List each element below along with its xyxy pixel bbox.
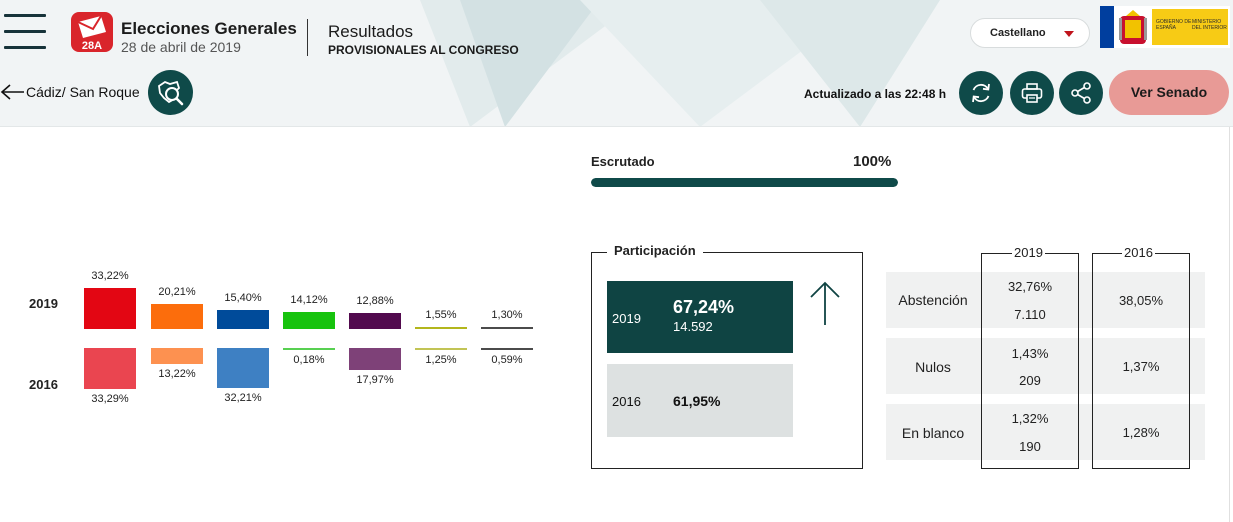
nulos-2019-votes: 209 (1019, 373, 1041, 388)
elecciones-logo: 28A (71, 12, 113, 52)
share-icon (1071, 82, 1091, 104)
participacion-box (591, 252, 863, 469)
bar-2019-1 (84, 288, 136, 329)
bar-2016-1 (84, 348, 136, 389)
results-title: Resultados (328, 22, 414, 41)
stat-row-en-blanco: En blanco (886, 404, 1205, 460)
logo-badge: 28A (82, 40, 102, 52)
stats-header-2019: 2019 (1012, 245, 1045, 260)
gov-text-1: GOBIERNO DE ESPAÑA (1156, 19, 1192, 31)
brand-date: 28 de abril de 2019 (121, 39, 241, 55)
print-button[interactable] (1010, 71, 1054, 115)
bar-2016-5 (349, 348, 401, 371)
en-blanco-2019-votes: 190 (1019, 439, 1041, 454)
language-select[interactable]: Castellano (970, 18, 1090, 48)
bar-2019-3 (217, 310, 269, 329)
results-subtitle: PROVISIONALES AL CONGRESO (328, 43, 519, 57)
participacion-title: Participación (607, 243, 703, 258)
participacion-2019-pct: 67,24% (673, 297, 735, 317)
en-blanco-2016-pct: 1,28% (1122, 425, 1160, 440)
stat-label-en-blanco: En blanco (901, 425, 965, 441)
stat-label-nulos: Nulos (915, 359, 951, 375)
participacion-2019: 2019 67,24% 14.592 (607, 281, 793, 353)
participacion-2016: 2016 61,95% (607, 364, 793, 437)
refresh-icon (972, 83, 990, 103)
chart-year-2016: 2016 (29, 377, 58, 392)
bar-2016-6 (415, 348, 467, 350)
gobierno-logo: GOBIERNO DE ESPAÑA MINISTERIO DEL INTERI… (1100, 6, 1230, 48)
stat-row-nulos: Nulos (886, 338, 1205, 394)
escrutado-progress-bar (591, 178, 898, 187)
stat-label-abstencion: Abstención (898, 292, 968, 308)
bar-2019-6 (415, 327, 467, 329)
coat-of-arms-icon (1119, 10, 1147, 44)
arrow-left-icon (0, 84, 24, 100)
label-2019-4: 14,12% (290, 293, 328, 306)
nulos-2016-pct: 1,37% (1122, 359, 1160, 374)
chart-year-2019: 2019 (29, 296, 58, 311)
abstencion-2016-pct: 38,05% (1118, 293, 1164, 308)
brand-title: Elecciones Generales (121, 19, 297, 38)
header-divider (307, 19, 308, 56)
gov-band (1152, 9, 1228, 45)
gov-text-2: MINISTERIO DEL INTERIOR (1192, 19, 1227, 31)
updated-time: Actualizado a las 22:48 h (804, 87, 947, 101)
bar-2016-7 (481, 348, 533, 350)
location-label: Cádiz/ San Roque (26, 84, 140, 100)
label-2019-3: 15,40% (224, 292, 262, 305)
ver-senado-button[interactable]: Ver Senado (1109, 70, 1229, 115)
refresh-button[interactable] (959, 71, 1003, 115)
label-2016-4: 0,18% (293, 354, 325, 366)
label-2016-6: 1,25% (425, 354, 457, 366)
eu-stripe (1100, 6, 1114, 48)
bar-2019-2 (151, 304, 203, 329)
content-border (1229, 127, 1230, 522)
language-label: Castellano (990, 27, 1046, 39)
participacion-2016-year: 2016 (612, 394, 641, 409)
abstencion-2019-votes: 7.110 (1014, 307, 1046, 322)
ver-senado-label: Ver Senado (1130, 84, 1208, 100)
map-search-button[interactable] (148, 70, 193, 115)
stat-row-abstencion: Abstención (886, 272, 1205, 328)
label-2016-5: 17,97% (356, 374, 394, 387)
arrow-up-icon (810, 281, 840, 325)
bar-2016-2 (151, 348, 203, 365)
header: 28A Elecciones Generales 28 de abril de … (0, 0, 1233, 127)
map-search-icon (158, 80, 184, 106)
label-2019-2: 20,21% (158, 286, 196, 299)
bar-2019-5 (349, 313, 401, 329)
label-2016-3: 32,21% (224, 391, 262, 404)
bar-2019-7 (481, 327, 533, 329)
bar-2019-4 (283, 311, 335, 329)
label-2016-1: 33,29% (91, 392, 129, 405)
bar-2016-3 (217, 348, 269, 388)
header-background-shapes (420, 0, 940, 126)
label-2019-6: 1,55% (425, 309, 457, 321)
abstencion-2019-pct: 32,76% (1007, 279, 1053, 294)
bar-2016-4 (283, 348, 335, 350)
participacion-2019-year: 2019 (612, 311, 641, 326)
label-2016-7: 0,59% (491, 354, 523, 366)
label-2016-2: 13,22% (158, 368, 196, 381)
chevron-down-icon (1064, 31, 1074, 37)
escrutado-label: Escrutado (591, 154, 655, 169)
nulos-2019-pct: 1,43% (1011, 346, 1049, 361)
participacion-2016-pct: 61,95% (673, 393, 721, 409)
escrutado-progress-fill (591, 178, 898, 187)
participacion-2019-votes: 14.592 (673, 319, 713, 334)
label-2019-7: 1,30% (491, 309, 523, 321)
label-2019-1: 33,22% (91, 270, 129, 283)
stats-header-2016: 2016 (1122, 245, 1155, 260)
escrutado-value: 100% (853, 153, 892, 170)
print-icon (1021, 83, 1043, 103)
share-button[interactable] (1059, 71, 1103, 115)
menu-icon[interactable] (4, 14, 46, 54)
label-2019-5: 12,88% (356, 295, 394, 308)
en-blanco-2019-pct: 1,32% (1011, 411, 1049, 426)
